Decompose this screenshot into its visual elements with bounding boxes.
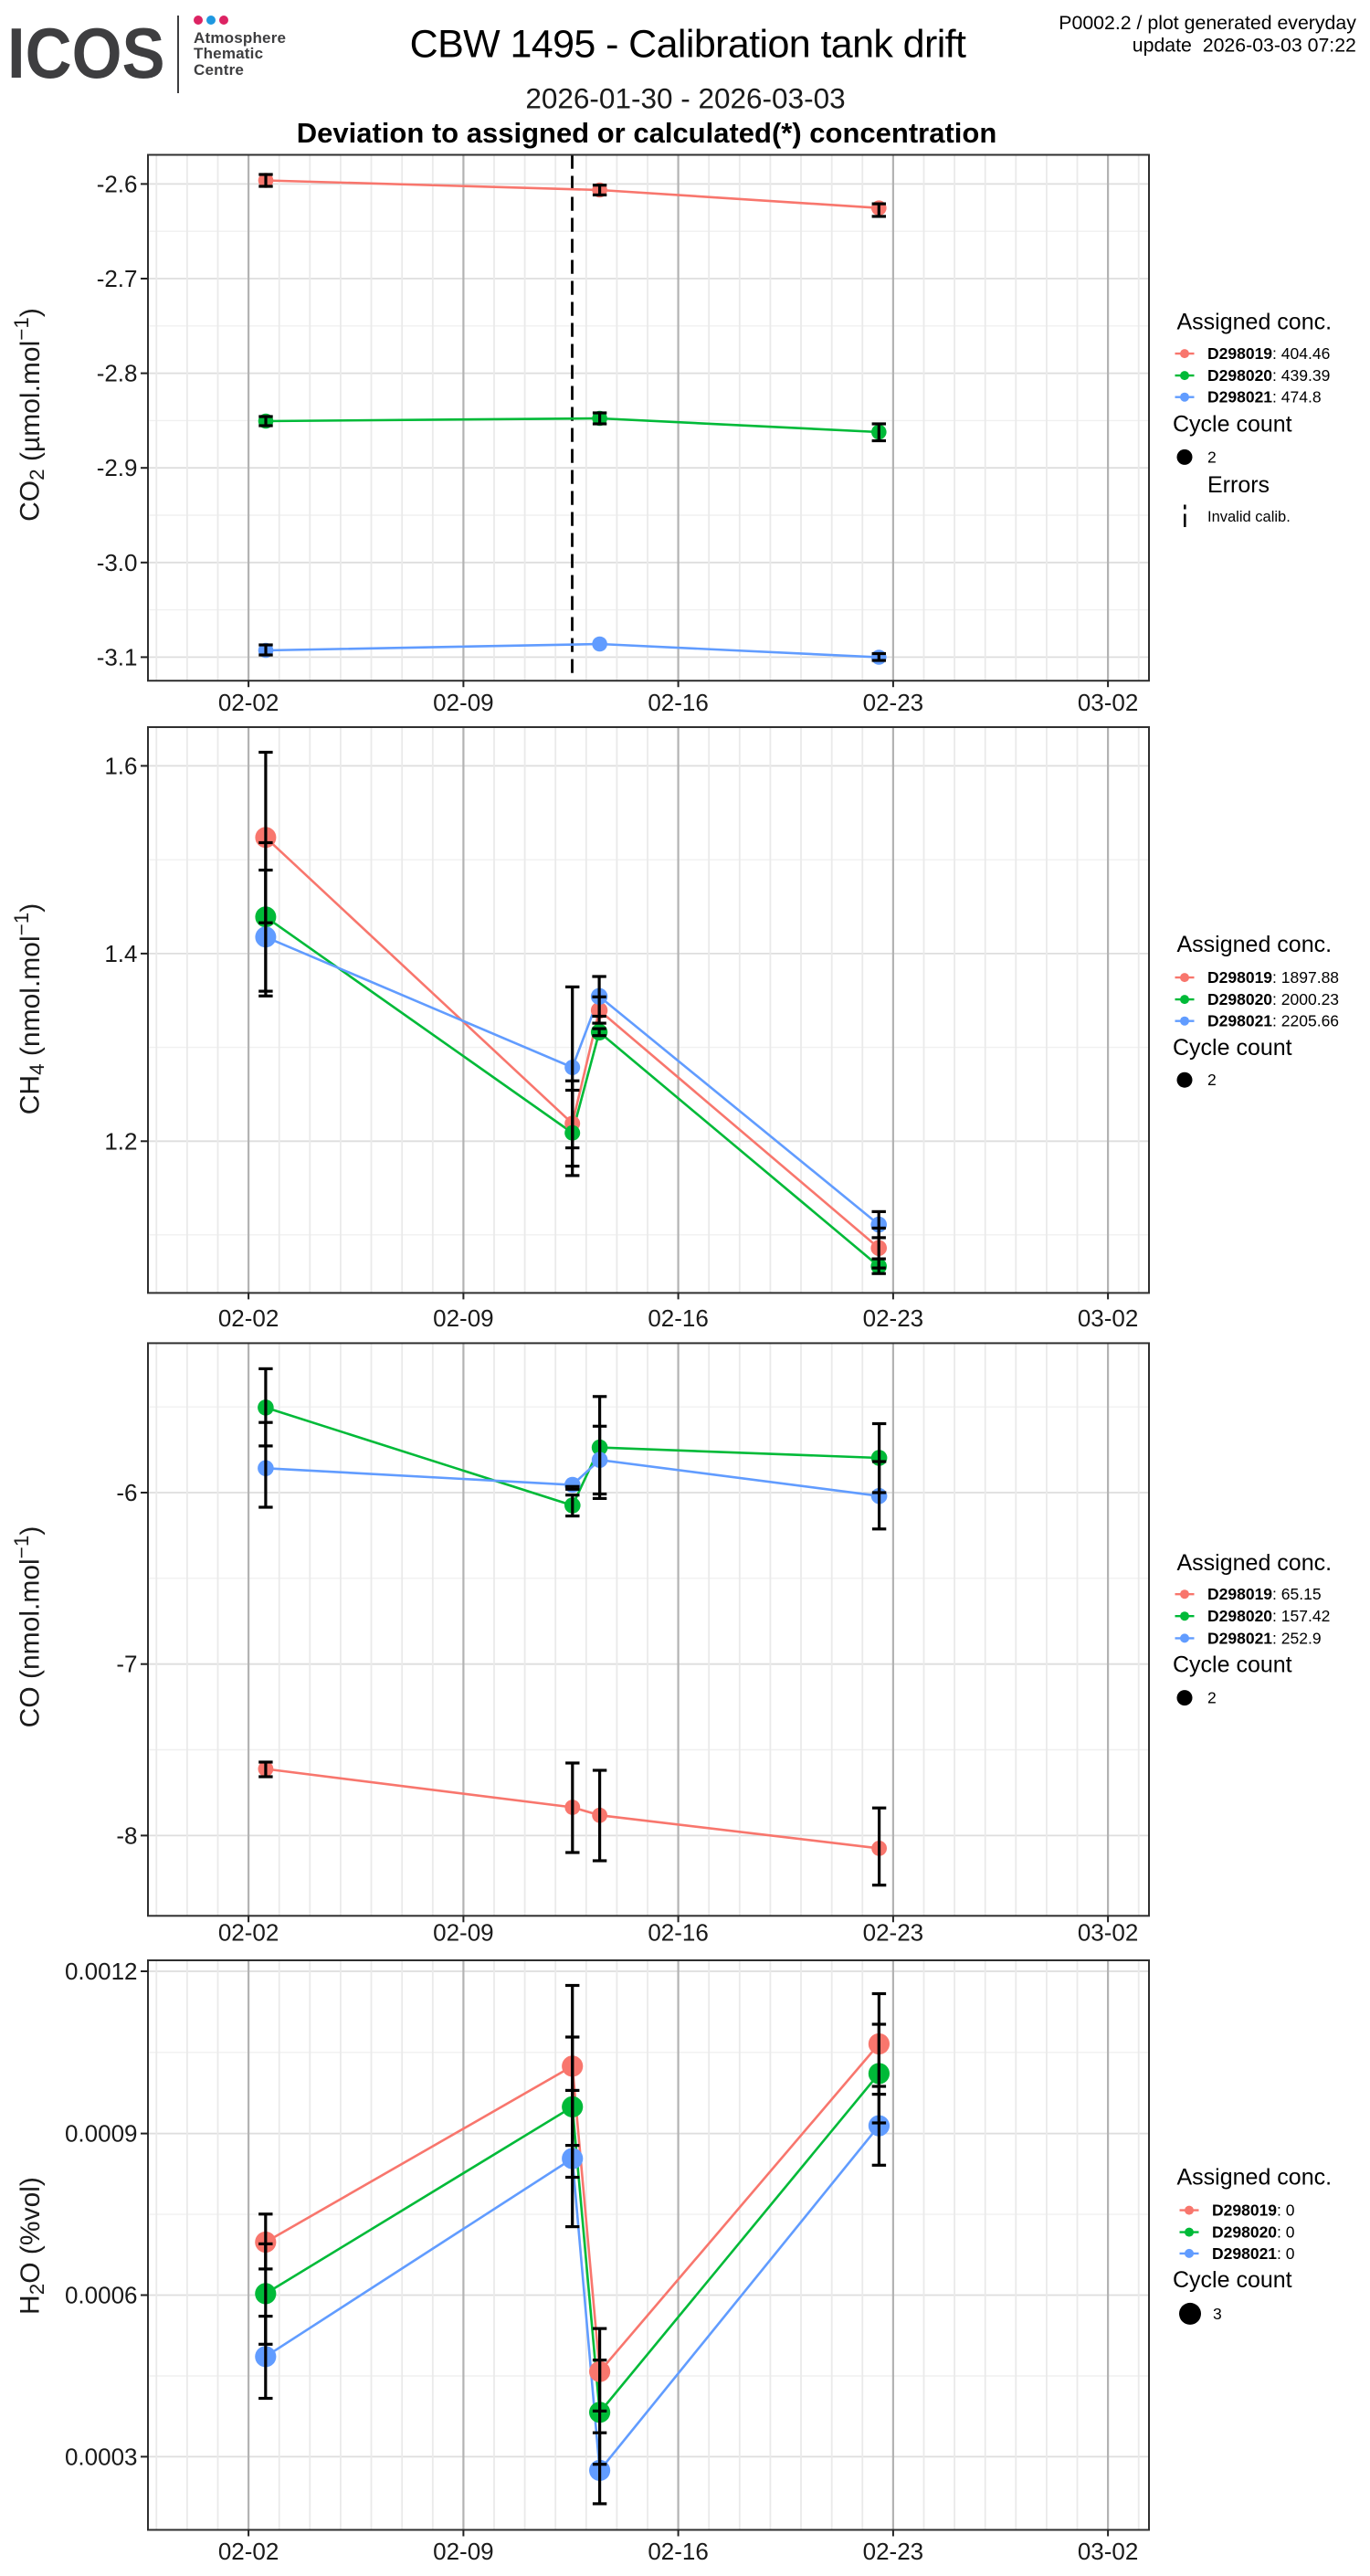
svg-text:Errors: Errors <box>1207 472 1270 498</box>
svg-text:2: 2 <box>1207 448 1217 466</box>
svg-text:Cycle count: Cycle count <box>1173 412 1292 438</box>
svg-text:D298020: 0: D298020: 0 <box>1212 2223 1295 2242</box>
svg-text:CH4 (nmol.mol−1): CH4 (nmol.mol−1) <box>10 903 48 1115</box>
svg-text:3: 3 <box>1213 2305 1222 2323</box>
svg-text:Assigned conc.: Assigned conc. <box>1177 932 1333 957</box>
svg-text:0.0003: 0.0003 <box>65 2443 138 2470</box>
svg-text:D298019: 404.46: D298019: 404.46 <box>1207 344 1330 363</box>
svg-text:02-23: 02-23 <box>863 1304 924 1332</box>
svg-text:-3.1: -3.1 <box>97 643 138 670</box>
svg-text:D298019: 0: D298019: 0 <box>1212 2201 1295 2220</box>
svg-text:D298020: 439.39: D298020: 439.39 <box>1207 366 1330 385</box>
svg-text:CBW 1495 - Calibration tank dr: CBW 1495 - Calibration tank drift <box>410 23 966 67</box>
svg-text:02-16: 02-16 <box>648 2538 709 2565</box>
svg-text:D298020: 157.42: D298020: 157.42 <box>1207 1607 1330 1625</box>
svg-text:1.4: 1.4 <box>104 940 137 967</box>
svg-text:03-02: 03-02 <box>1078 1304 1139 1332</box>
svg-text:update 2026-03-03 07:22: update 2026-03-03 07:22 <box>1133 35 1356 57</box>
svg-text:0.0012: 0.0012 <box>65 1958 138 1985</box>
svg-text:02-02: 02-02 <box>218 2538 279 2565</box>
svg-text:1.2: 1.2 <box>104 1127 137 1155</box>
svg-text:CO (nmol.mol−1): CO (nmol.mol−1) <box>10 1526 46 1728</box>
svg-text:02-02: 02-02 <box>218 1304 279 1332</box>
svg-text:D298021: 0: D298021: 0 <box>1212 2244 1295 2263</box>
svg-text:-2.7: -2.7 <box>97 265 138 292</box>
svg-text:Deviation to assigned or calcu: Deviation to assigned or calculated(*) c… <box>297 117 997 149</box>
svg-text:D298020: 2000.23: D298020: 2000.23 <box>1207 990 1339 1008</box>
svg-text:-2.9: -2.9 <box>97 454 138 481</box>
svg-text:Invalid calib.: Invalid calib. <box>1207 509 1291 525</box>
svg-text:03-02: 03-02 <box>1078 1919 1139 1947</box>
svg-text:H2O (%vol): H2O (%vol) <box>16 2177 48 2315</box>
svg-text:03-02: 03-02 <box>1078 2538 1139 2565</box>
svg-text:02-16: 02-16 <box>648 1304 709 1332</box>
svg-text:-3.0: -3.0 <box>97 549 138 576</box>
svg-text:D298019: 1897.88: D298019: 1897.88 <box>1207 968 1339 987</box>
svg-text:Cycle count: Cycle count <box>1173 1035 1292 1061</box>
svg-text:Assigned conc.: Assigned conc. <box>1177 309 1333 334</box>
svg-text:P0002.2 / plot generated every: P0002.2 / plot generated everyday <box>1059 12 1356 34</box>
svg-text:D298021: 2205.66: D298021: 2205.66 <box>1207 1012 1339 1030</box>
svg-text:02-23: 02-23 <box>863 2538 924 2565</box>
svg-text:Cycle count: Cycle count <box>1173 2267 1292 2293</box>
svg-text:02-23: 02-23 <box>863 1919 924 1947</box>
svg-text:-8: -8 <box>116 1821 137 1849</box>
svg-text:1.6: 1.6 <box>104 752 137 779</box>
svg-text:03-02: 03-02 <box>1078 689 1139 716</box>
svg-text:D298021: 474.8: D298021: 474.8 <box>1207 388 1322 406</box>
svg-text:Assigned conc.: Assigned conc. <box>1177 2165 1333 2191</box>
svg-text:02-02: 02-02 <box>218 689 279 716</box>
svg-text:-2.6: -2.6 <box>97 170 138 197</box>
svg-text:Cycle count: Cycle count <box>1173 1652 1292 1678</box>
svg-text:02-09: 02-09 <box>433 689 494 716</box>
svg-text:-2.8: -2.8 <box>97 360 138 387</box>
svg-text:2: 2 <box>1207 1071 1217 1089</box>
svg-text:Assigned conc.: Assigned conc. <box>1177 1550 1333 1576</box>
svg-text:02-16: 02-16 <box>648 1919 709 1947</box>
svg-text:D298021: 252.9: D298021: 252.9 <box>1207 1629 1322 1647</box>
svg-text:-6: -6 <box>116 1479 137 1506</box>
svg-text:2: 2 <box>1207 1689 1217 1707</box>
svg-text:02-09: 02-09 <box>433 1919 494 1947</box>
svg-text:0.0006: 0.0006 <box>65 2282 138 2309</box>
svg-text:02-02: 02-02 <box>218 1919 279 1947</box>
svg-text:02-16: 02-16 <box>648 689 709 716</box>
svg-text:CO2 (µmol.mol−1): CO2 (µmol.mol−1) <box>10 308 48 522</box>
svg-text:D298019: 65.15: D298019: 65.15 <box>1207 1585 1322 1603</box>
svg-text:0.0009: 0.0009 <box>65 2120 138 2148</box>
svg-text:02-09: 02-09 <box>433 1304 494 1332</box>
svg-text:02-09: 02-09 <box>433 2538 494 2565</box>
svg-text:2026-01-30 - 2026-03-03: 2026-01-30 - 2026-03-03 <box>525 82 845 115</box>
svg-text:02-23: 02-23 <box>863 689 924 716</box>
svg-text:-7: -7 <box>116 1651 137 1678</box>
